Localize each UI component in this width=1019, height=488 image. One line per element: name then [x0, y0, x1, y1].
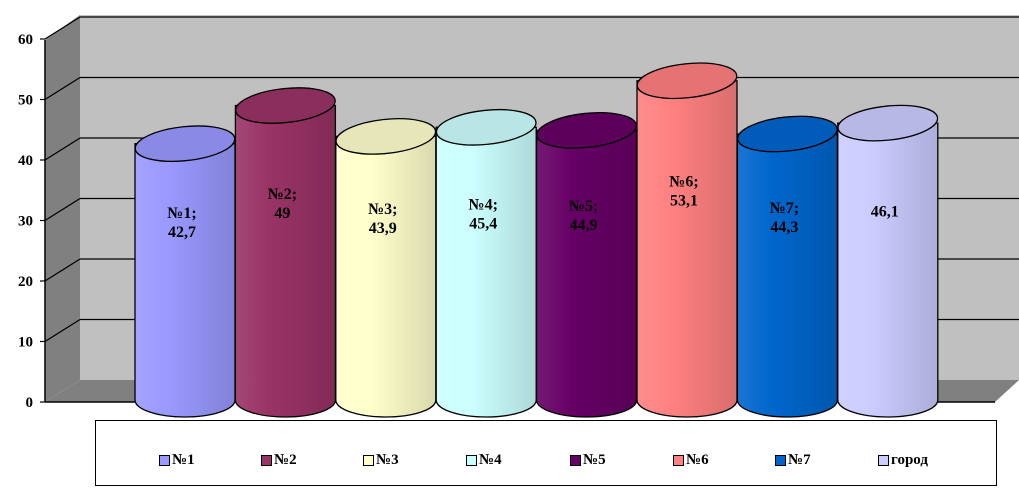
legend-label: №7 — [788, 451, 811, 468]
gridline-side — [44, 16, 81, 40]
bar-8 — [837, 104, 939, 418]
bar-top — [134, 125, 236, 163]
legend-swatch — [878, 454, 889, 466]
bar-body — [636, 80, 738, 418]
y-tick-label: 30 — [18, 214, 33, 230]
bar-top — [234, 87, 336, 124]
bar-2 — [234, 87, 337, 418]
data-label: №5; 44,9 — [569, 198, 598, 234]
bar-top — [736, 115, 838, 153]
bar-6 — [636, 62, 738, 418]
bar-top — [837, 104, 939, 142]
legend: №1 №2 №3 №4 №5 №6 №7 город — [95, 420, 997, 486]
y-axis: 0 10 20 30 40 50 60 — [18, 32, 45, 411]
legend-item: №3 — [363, 451, 399, 469]
legend-item: №2 — [261, 451, 297, 469]
y-tick-label: 20 — [18, 274, 33, 290]
data-label: №2; 49 — [268, 186, 297, 222]
bar-top — [636, 62, 738, 100]
y-tick-label: 0 — [26, 395, 34, 411]
bar-5 — [535, 112, 638, 418]
chart: 0 10 20 30 40 50 60 №1; 42,7 №2; 49 №3; 43,9 №4; 45,4… — [18, 15, 1019, 418]
legend-label: город — [891, 451, 928, 468]
bar-4 — [435, 108, 537, 418]
legend-item: город — [878, 451, 928, 469]
legend-label: №6 — [686, 451, 709, 468]
legend-label: №1 — [172, 451, 195, 468]
legend-swatch — [261, 454, 272, 466]
bar-7 — [736, 115, 839, 418]
side-wall — [45, 15, 80, 402]
data-label: №4; 45,4 — [468, 197, 497, 233]
bar-1 — [134, 125, 236, 418]
gridline-side — [44, 318, 81, 343]
legend-label: №5 — [583, 451, 606, 468]
legend-label: №4 — [479, 451, 502, 468]
legend-swatch — [570, 454, 581, 466]
data-label: 46,1 — [871, 204, 899, 221]
bar-body — [335, 135, 437, 418]
legend-item: №7 — [775, 451, 811, 469]
bar-top — [536, 112, 638, 149]
data-label: №1; 42,7 — [167, 205, 196, 241]
data-label: №6; 53,1 — [669, 173, 698, 209]
legend-item: №5 — [570, 451, 606, 469]
gridline-side — [44, 76, 81, 101]
legend-swatch — [673, 454, 684, 466]
gridline-side — [44, 197, 81, 222]
gridline-side — [44, 258, 81, 282]
legend-swatch — [363, 454, 374, 466]
legend-item: №1 — [159, 451, 195, 469]
gridline-side — [44, 137, 81, 161]
bar-3 — [335, 118, 437, 418]
bar-body — [234, 104, 337, 418]
legend-swatch — [159, 454, 170, 466]
bar-top — [335, 118, 437, 155]
bar-top — [435, 108, 537, 146]
bar-body — [837, 122, 939, 418]
y-tick-label: 50 — [18, 93, 33, 109]
y-tick-label: 10 — [18, 335, 33, 351]
bar-body — [535, 129, 638, 418]
data-label: №3; 43,9 — [368, 201, 397, 237]
legend-label: №2 — [274, 451, 297, 468]
data-label: №7; 44,3 — [770, 200, 799, 236]
legend-item: №6 — [673, 451, 709, 469]
bars — [134, 62, 939, 418]
data-labels: №1; 42,7 №2; 49 №3; 43,9 №4; 45,4 №5; 44,9 №6; 53,1… — [167, 173, 899, 240]
y-tick-label: 40 — [18, 153, 33, 169]
bar-body — [134, 143, 236, 418]
legend-swatch — [466, 454, 477, 466]
legend-label: №3 — [376, 451, 399, 468]
bar-body — [435, 126, 537, 418]
y-tick-label: 60 — [18, 32, 33, 48]
legend-swatch — [775, 454, 786, 466]
bar-body — [736, 133, 839, 418]
legend-item: №4 — [466, 451, 502, 469]
